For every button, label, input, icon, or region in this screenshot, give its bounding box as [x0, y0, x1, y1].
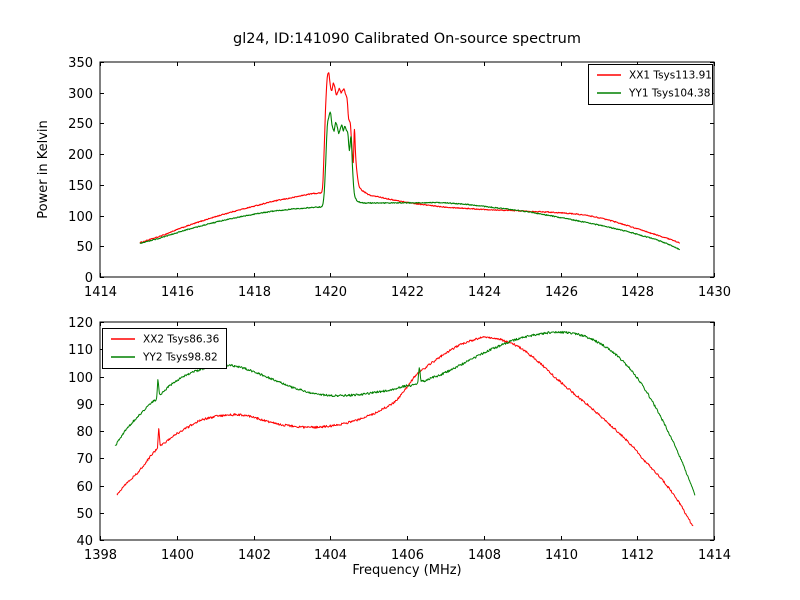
bottom-chart: 1398 1400 1402 1404 1406 1408 1410 1412 1414 40 50…	[68, 316, 731, 578]
x-tick-label: 1414	[84, 285, 117, 300]
y-tick-label: 70	[76, 452, 93, 467]
x-tick-label: 1428	[621, 285, 654, 300]
y-tick-label: 350	[68, 56, 93, 71]
y-tick-label: 100	[68, 210, 93, 225]
y-tick-label: 120	[68, 316, 93, 331]
x-tick-label: 1406	[391, 548, 424, 563]
y-tick-label: 150	[68, 179, 93, 194]
legend-box	[102, 328, 227, 369]
x-tick-label: 1402	[238, 548, 271, 563]
x-tick-label: 1412	[621, 548, 654, 563]
y-tick-label: 250	[68, 117, 93, 132]
y-axis-label: Power in Kelvin	[36, 120, 51, 218]
legend-label: XX1 Tsys113.91	[629, 70, 712, 82]
legend-label: XX2 Tsys86.36	[143, 334, 220, 346]
y-tick-label: 50	[76, 507, 93, 522]
x-tick-label: 1430	[698, 285, 731, 300]
x-tick-label: 1418	[238, 285, 271, 300]
legend-label: YY1 Tsys104.38	[628, 88, 710, 100]
x-axis-label: Frequency (MHz)	[352, 563, 461, 578]
x-tick-label: 1414	[698, 548, 731, 563]
x-tick-label: 1408	[468, 548, 501, 563]
series-line-xx1	[139, 72, 681, 244]
y-tick-label: 60	[76, 480, 93, 495]
x-tick-label: 1426	[545, 285, 578, 300]
legend-label: YY2 Tsys98.82	[142, 352, 218, 364]
figure-title: gl24, ID:141090 Calibrated On-source spe…	[233, 31, 581, 47]
x-tick-label: 1416	[161, 285, 194, 300]
y-tick-label: 110	[68, 343, 93, 358]
series-line-yy1	[139, 111, 681, 251]
top-chart: 1414 1416 1418 1420 1422 1424 1426 1428 1430 0 50 1…	[36, 56, 731, 300]
y-tick-label: 100	[68, 371, 93, 386]
x-tick-label: 1420	[314, 285, 347, 300]
y-tick-label: 0	[85, 271, 93, 286]
legend: XX2 Tsys86.36 YY2 Tsys98.82	[102, 328, 227, 369]
legend-box	[588, 64, 713, 105]
y-tick-label: 40	[76, 534, 93, 549]
series-line-xx2	[116, 336, 694, 527]
y-tick-label: 200	[68, 148, 93, 163]
y-tick-label: 50	[76, 240, 93, 255]
x-tick-label: 1400	[161, 548, 194, 563]
x-tick-label: 1404	[314, 548, 347, 563]
x-tick-label: 1422	[391, 285, 424, 300]
x-tick-label: 1410	[545, 548, 578, 563]
y-tick-label: 80	[76, 425, 93, 440]
legend: XX1 Tsys113.91 YY1 Tsys104.38	[588, 64, 713, 105]
x-tick-label: 1424	[468, 285, 501, 300]
y-tick-label: 300	[68, 87, 93, 102]
y-tick-label: 90	[76, 398, 93, 413]
x-tick-label: 1398	[84, 548, 117, 563]
